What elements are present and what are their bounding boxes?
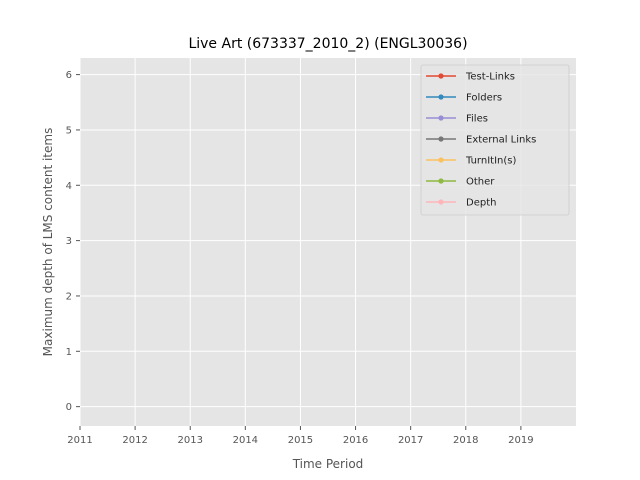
legend-box xyxy=(420,64,570,216)
legend-marker xyxy=(438,136,444,142)
y-axis-label: Maximum depth of LMS content items xyxy=(41,128,55,357)
x-tick-label: 2014 xyxy=(233,435,258,446)
legend-marker xyxy=(438,94,444,100)
y-tick-label: 4 xyxy=(66,181,72,192)
legend-marker xyxy=(438,157,444,163)
legend-marker xyxy=(438,199,444,205)
legend-label: Depth xyxy=(466,198,496,209)
legend-label: Files xyxy=(466,114,488,125)
x-tick-label: 2017 xyxy=(398,435,423,446)
legend-marker xyxy=(438,73,444,79)
legend-item: Folders xyxy=(426,93,502,104)
x-tick-label: 2016 xyxy=(343,435,368,446)
legend-label: Other xyxy=(466,177,495,188)
legend-marker xyxy=(438,115,444,121)
x-tick-label: 2018 xyxy=(453,435,478,446)
legend-item: Depth xyxy=(426,198,496,209)
legend-item: External Links xyxy=(426,135,536,146)
x-tick-label: 2019 xyxy=(508,435,533,446)
x-tick-label: 2011 xyxy=(67,435,92,446)
legend-item: Files xyxy=(426,114,488,125)
y-tick-label: 3 xyxy=(66,236,72,247)
legend-label: External Links xyxy=(466,135,536,146)
legend-marker xyxy=(438,178,444,184)
legend-label: Folders xyxy=(466,93,502,104)
y-tick-label: 1 xyxy=(66,347,72,358)
x-axis: 2011 2012 2013 2014 2015 2016 2017 2018 2019 xyxy=(67,426,534,446)
y-tick-label: 5 xyxy=(66,125,72,136)
x-tick-label: 2015 xyxy=(288,435,313,446)
x-axis-label: Time Period xyxy=(292,457,364,471)
legend-label: Test-Links xyxy=(465,72,515,83)
y-tick-label: 0 xyxy=(66,402,72,413)
legend-item: TurnItIn(s) xyxy=(426,156,516,167)
y-axis: 0 1 2 3 4 5 6 xyxy=(66,70,80,413)
legend-item: Other xyxy=(426,177,495,188)
legend-label: TurnItIn(s) xyxy=(465,156,516,167)
y-tick-label: 2 xyxy=(66,291,72,302)
legend: Test-Links Folders Files External Links Turn… xyxy=(420,64,570,216)
y-tick-label: 6 xyxy=(66,70,72,81)
chart-title: Live Art (673337_2010_2) (ENGL30036) xyxy=(188,36,467,52)
legend-item: Test-Links xyxy=(426,72,515,83)
x-tick-label: 2013 xyxy=(177,435,202,446)
x-tick-label: 2012 xyxy=(122,435,147,446)
